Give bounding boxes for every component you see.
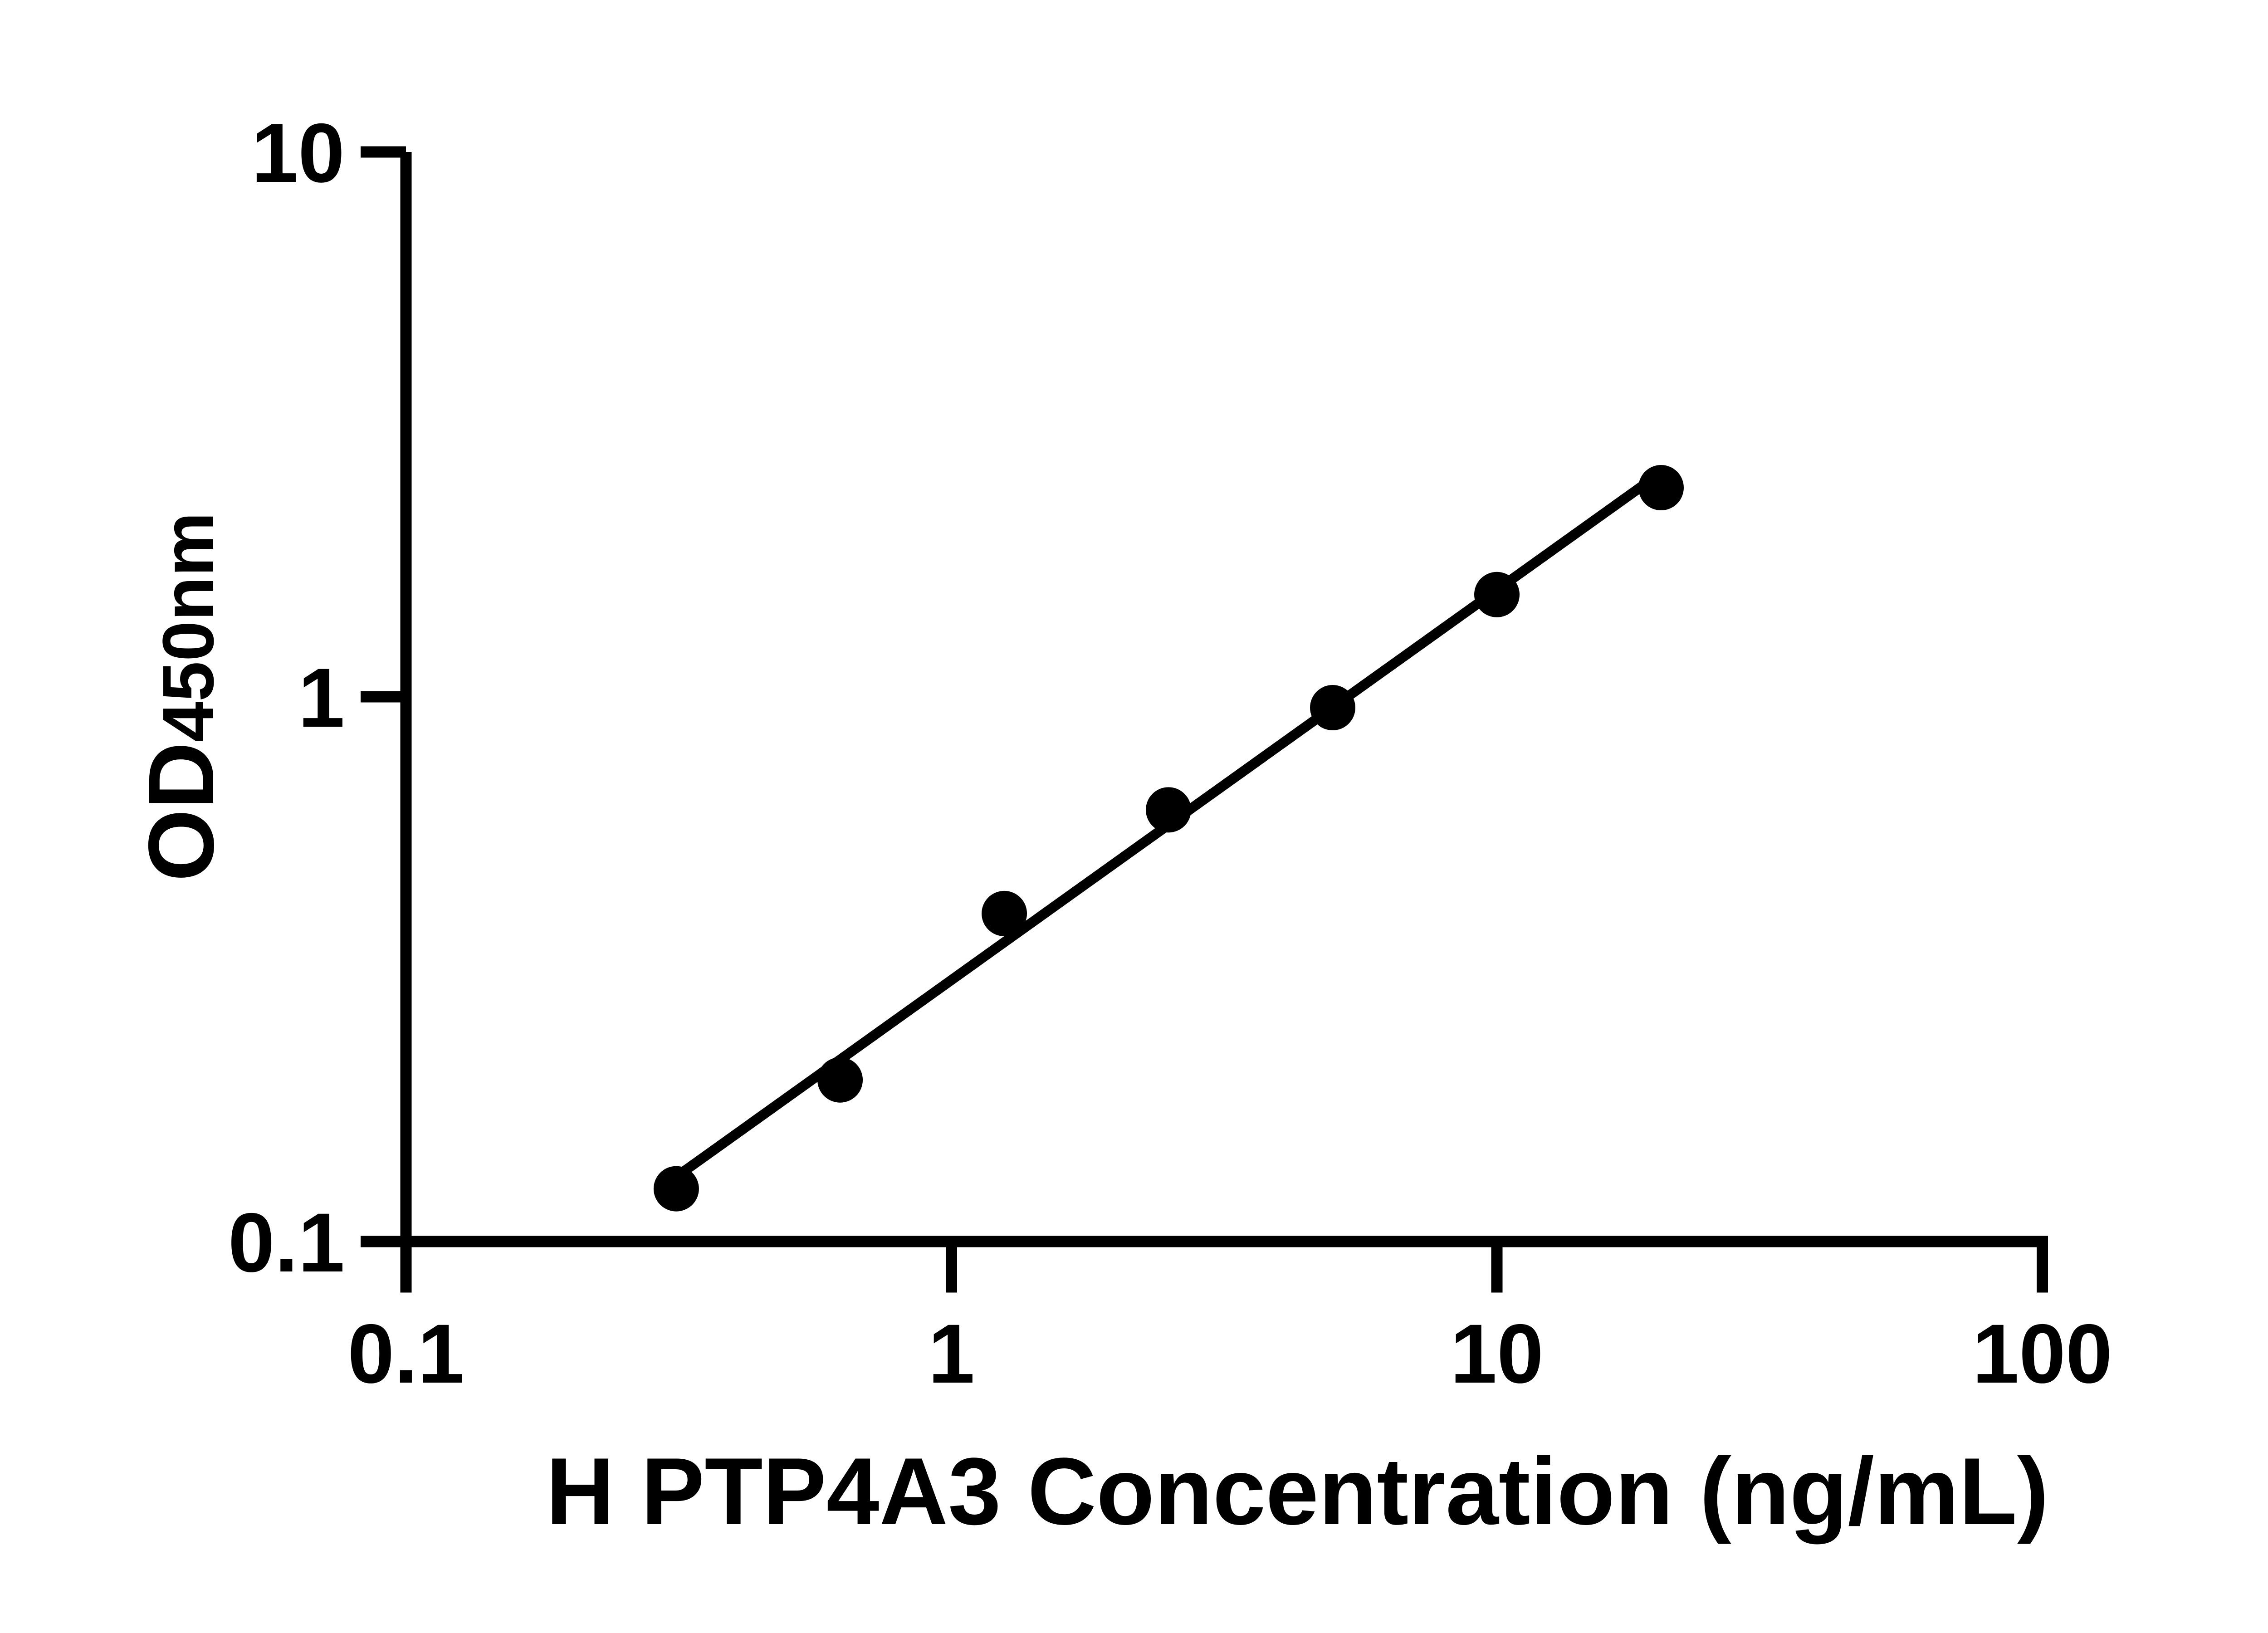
data-point-10 <box>1474 572 1520 617</box>
y-axis-title: OD450nm <box>129 512 233 881</box>
data-point-2.5 <box>1146 787 1192 833</box>
data-point-1.25 <box>982 890 1027 936</box>
axis-ticks <box>361 146 2048 1293</box>
x-tick-label-10: 10 <box>1450 1307 1544 1401</box>
y-tick-label-10: 10 <box>251 107 345 200</box>
data-points-group <box>653 465 1684 1212</box>
data-point-20 <box>1638 465 1684 511</box>
x-tick-label-0.1: 0.1 <box>347 1307 464 1401</box>
y-axis-title-sub: 450nm <box>147 512 229 742</box>
data-point-5 <box>1310 685 1356 731</box>
axis-tick-labels: 0.1 1 10 0.1 1 10 100 <box>228 107 2112 1401</box>
data-point-0.313 <box>653 1166 699 1212</box>
y-axis-title-main: OD <box>129 742 233 882</box>
x-tick-label-100: 100 <box>1972 1307 2112 1401</box>
y-tick-label-1: 1 <box>298 651 345 745</box>
axes <box>400 152 2048 1247</box>
data-point-0.625 <box>817 1057 863 1103</box>
y-tick-label-0.1: 0.1 <box>228 1196 345 1290</box>
x-axis-title: H PTP4A3 Concentration (ng/mL) <box>546 1438 2048 1545</box>
x-tick-label-1: 1 <box>928 1307 975 1401</box>
